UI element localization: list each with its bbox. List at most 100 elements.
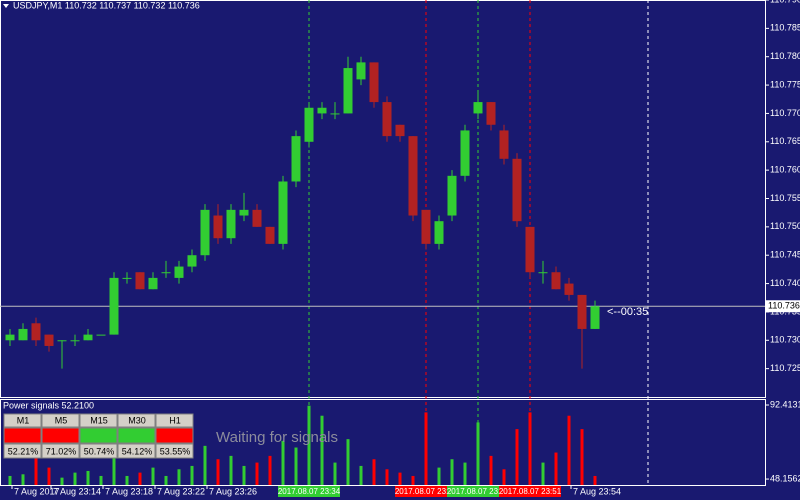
candle-body <box>57 340 67 342</box>
y-tick-label: 110.740 <box>770 278 800 288</box>
candle-body <box>395 124 405 137</box>
indicator-frame <box>0 399 766 486</box>
indicator-bar <box>151 467 155 485</box>
y-tick-label: 110.785 <box>770 23 800 33</box>
candle-body <box>109 277 119 335</box>
table-value: 53.55% <box>160 446 191 456</box>
indicator-bar <box>34 455 38 485</box>
candle-body <box>382 102 392 137</box>
y-tick-label: 48.1562 <box>770 473 800 483</box>
candle-body <box>525 226 535 273</box>
indicator-bar <box>216 459 220 485</box>
table-header: H1 <box>169 415 181 425</box>
indicator-bar <box>8 475 12 485</box>
table-value-cell <box>3 443 42 459</box>
table-header: M5 <box>55 415 68 425</box>
table-value: 71.02% <box>46 446 77 456</box>
candle-body <box>200 209 210 256</box>
indicator-bar <box>21 474 25 485</box>
indicator-bar <box>476 422 480 485</box>
indicator-bar <box>567 415 571 485</box>
indicator-bar <box>190 465 194 485</box>
indicator-bar <box>424 412 428 485</box>
candle-body <box>239 209 249 216</box>
candle-body <box>83 334 93 341</box>
indicator-bar <box>112 452 116 485</box>
table-header: M15 <box>90 415 108 425</box>
candle-body <box>5 334 15 341</box>
signal-label: 2017.08.07 23:47 <box>447 487 510 496</box>
y-tick-label: 110.755 <box>770 193 800 203</box>
indicator-bar <box>229 455 233 485</box>
indicator-bar <box>73 472 77 485</box>
countdown: <--00:35 <box>607 306 648 318</box>
signal-label-box <box>447 486 509 497</box>
table-header-cell <box>3 413 42 428</box>
table-value-cell <box>79 443 118 459</box>
indicator-bar <box>580 429 584 485</box>
candle-body <box>330 113 340 115</box>
candle-body <box>421 209 431 244</box>
indicator-bar <box>99 475 103 485</box>
indicator-bar <box>203 445 207 485</box>
indicator-bar <box>528 412 532 485</box>
y-tick-label: 110.745 <box>770 250 800 260</box>
indicator-bar <box>320 415 324 485</box>
indicator-bar <box>86 470 90 485</box>
indicator-bar <box>242 465 246 485</box>
candle-body <box>18 328 28 341</box>
candle-body <box>551 272 561 290</box>
indicator-bar <box>385 469 389 485</box>
candle-body <box>70 340 80 342</box>
candle-body <box>44 334 54 346</box>
x-tick-label: 7 Aug 23:22 <box>157 486 205 496</box>
x-tick-label: 7 Aug 23:14 <box>53 486 101 496</box>
candle-body <box>213 215 223 239</box>
candle-body <box>226 209 236 239</box>
table-header-cell <box>79 413 118 428</box>
signal-label: 2017.08.07 23:34 <box>278 487 341 496</box>
indicator-bar <box>281 440 285 485</box>
candle-body <box>369 62 379 103</box>
current-price-box <box>766 300 800 313</box>
table-signal-cell <box>41 427 80 444</box>
table-value-cell <box>41 443 80 459</box>
indicator-bar <box>333 462 337 485</box>
menu-arrow[interactable] <box>3 4 9 8</box>
y-tick-label: 110.765 <box>770 136 800 146</box>
indicator-bar <box>593 475 597 485</box>
indicator-bar <box>164 475 168 485</box>
x-tick-label: 7 Aug 23:54 <box>573 486 621 496</box>
table-signal-cell <box>79 427 118 444</box>
candle-body <box>447 175 457 216</box>
table-header-cell <box>117 413 156 428</box>
candle-body <box>317 107 327 114</box>
indicator-bar <box>307 405 311 485</box>
y-tick-label: 110.770 <box>770 108 800 118</box>
main-frame <box>0 0 766 398</box>
table-signal-cell <box>155 427 194 444</box>
y-tick-label: 92.4131 <box>770 399 800 409</box>
candle-body <box>31 323 41 341</box>
candle-body <box>161 272 171 274</box>
indicator-bar <box>255 462 259 485</box>
y-tick-label: 110.790 <box>770 0 800 4</box>
y-tick-label: 110.780 <box>770 51 800 61</box>
x-tick-label: 7 Aug 23:26 <box>209 486 257 496</box>
y-tick-label: 110.725 <box>770 363 800 373</box>
y-tick-label: 110.760 <box>770 165 800 175</box>
indicator-bar <box>541 462 545 485</box>
candle-body <box>564 283 574 295</box>
indicator-bar <box>489 455 493 485</box>
table-signal-cell <box>3 427 42 444</box>
signal-label: 2017.08.07 23:51 <box>499 487 562 496</box>
table-value: 50.74% <box>84 446 115 456</box>
indicator-bar <box>372 459 376 485</box>
candle-body <box>486 102 496 125</box>
candle-body <box>252 209 262 227</box>
indicator-bar <box>502 469 506 485</box>
candle-body <box>135 272 145 290</box>
candle-body <box>304 107 314 142</box>
y-tick-label: 110.730 <box>770 335 800 345</box>
